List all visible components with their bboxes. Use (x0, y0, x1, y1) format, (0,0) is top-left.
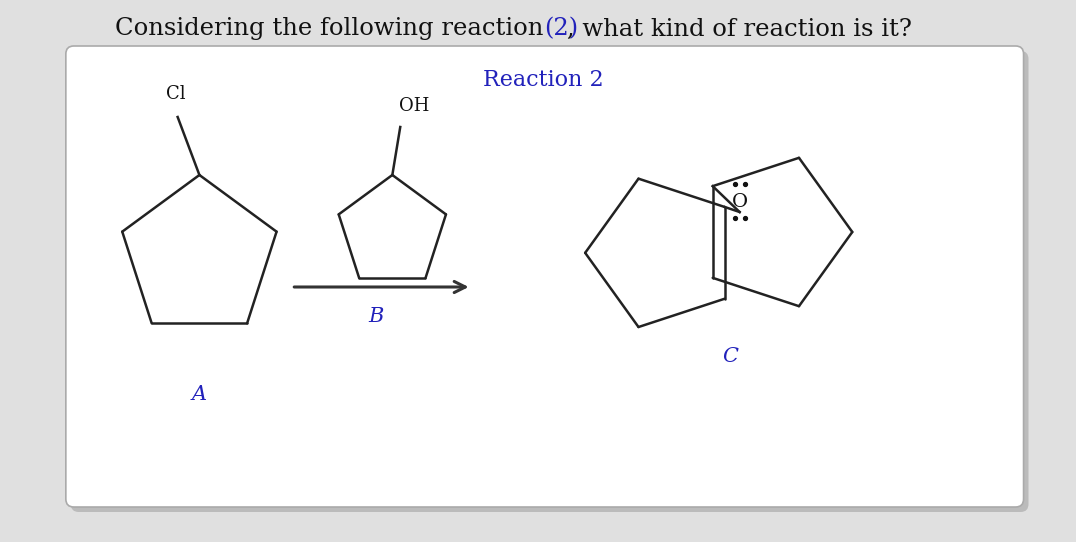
Text: OH: OH (399, 97, 429, 115)
Text: , what kind of reaction is it?: , what kind of reaction is it? (567, 17, 912, 41)
FancyBboxPatch shape (71, 51, 1029, 512)
Text: Reaction 2: Reaction 2 (483, 69, 604, 91)
Text: O: O (732, 193, 748, 211)
Text: A: A (192, 384, 207, 403)
Text: Cl: Cl (166, 85, 185, 103)
Text: Considering the following reaction: Considering the following reaction (115, 17, 543, 41)
Text: B: B (368, 307, 383, 326)
FancyBboxPatch shape (66, 46, 1023, 507)
Text: C: C (722, 347, 738, 366)
Text: (2): (2) (543, 17, 578, 41)
